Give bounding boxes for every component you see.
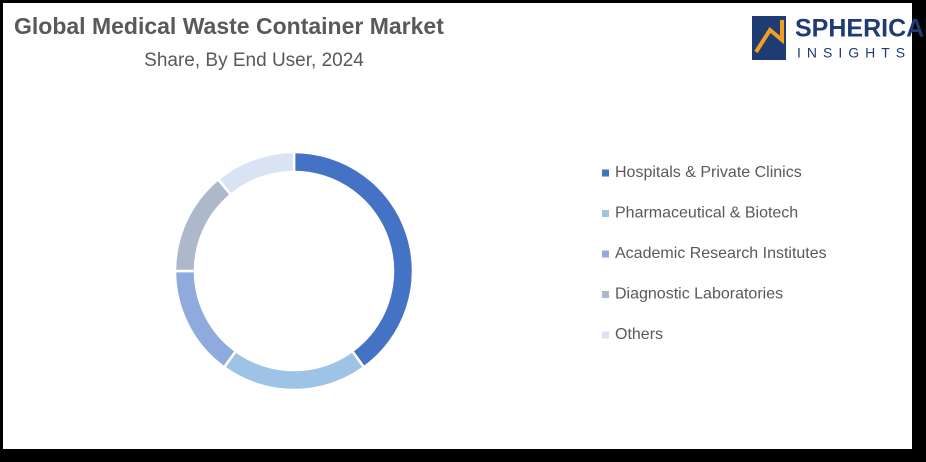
logo-subtext: INSIGHTS bbox=[797, 45, 911, 61]
legend-label: Hospitals & Private Clinics bbox=[615, 164, 802, 181]
legend-swatch bbox=[602, 250, 609, 258]
chart-subtitle: Share, By End User, 2024 bbox=[144, 50, 364, 71]
logo-mark bbox=[754, 20, 784, 54]
legend-swatch bbox=[602, 331, 609, 339]
legend-label: Diagnostic Laboratories bbox=[615, 286, 783, 303]
donut-segment bbox=[216, 150, 296, 197]
panel bbox=[3, 3, 912, 449]
legend-swatch bbox=[602, 210, 609, 217]
legend-label: Pharmaceutical & Biotech bbox=[615, 205, 798, 222]
legend-swatch bbox=[602, 169, 609, 177]
legend-swatch bbox=[602, 291, 609, 298]
logo-text: SPHERICAL bbox=[795, 15, 926, 43]
logo: SPHERICAL INSIGHTS bbox=[752, 15, 926, 61]
legend-label: Others bbox=[615, 326, 663, 343]
chart-title: Global Medical Waste Container Market bbox=[14, 13, 444, 39]
legend-label: Academic Research Institutes bbox=[615, 245, 827, 262]
